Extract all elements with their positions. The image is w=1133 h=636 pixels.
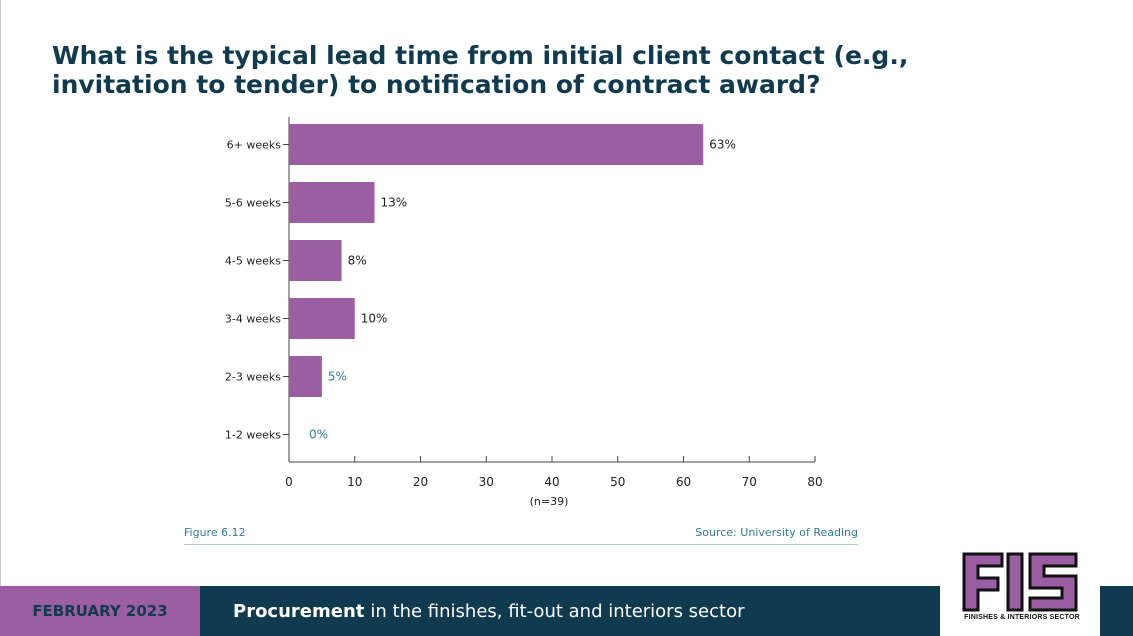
bar: [289, 182, 375, 223]
x-tick-label: 10: [347, 475, 362, 489]
footer-end-block: [1100, 586, 1133, 636]
category-label: 3-4 weeks: [225, 313, 281, 326]
x-tick-label: 50: [610, 475, 625, 489]
bar: [289, 298, 355, 339]
x-tick-label: 30: [479, 475, 494, 489]
x-tick-label: 60: [676, 475, 691, 489]
category-label: 2-3 weeks: [225, 371, 281, 384]
x-tick-label: 70: [742, 475, 757, 489]
data-label: 63%: [709, 138, 736, 152]
bar-chart: 0 10 20 30 40 50 60 70 80 (n=39) 6+ weeks 63% 5-6 we…: [225, 117, 823, 508]
bar: [289, 356, 322, 397]
x-tick-label: 0: [285, 475, 293, 489]
fis-logo-icon: [958, 548, 1084, 630]
figure-rule: [184, 544, 858, 545]
footer-topic-bold: Procurement: [233, 600, 365, 622]
data-label: 13%: [380, 196, 407, 210]
x-tick-label: 20: [413, 475, 428, 489]
left-edge-rule: [0, 0, 1, 586]
data-label: 8%: [348, 254, 367, 268]
bar: [289, 124, 704, 165]
chart-title: What is the typical lead time from initi…: [52, 41, 909, 99]
figure-label: Figure 6.12: [184, 526, 246, 539]
source-label: Source: University of Reading: [695, 526, 858, 539]
category-label: 1-2 weeks: [225, 429, 281, 442]
category-label: 5-6 weeks: [225, 197, 281, 210]
footer-topic: Procurement in the finishes, fit-out and…: [200, 586, 940, 636]
data-label: 10%: [361, 312, 388, 326]
logo-subtitle: FINISHES & INTERIORS SECTOR: [964, 614, 1080, 621]
bar: [289, 240, 342, 281]
data-label: 5%: [328, 370, 347, 384]
category-label: 6+ weeks: [227, 139, 282, 152]
data-label: 0%: [309, 428, 328, 442]
footer-topic-rest: in the finishes, fit-out and interiors s…: [370, 600, 745, 622]
x-tick-label: 40: [544, 475, 559, 489]
category-label: 4-5 weeks: [225, 255, 281, 268]
footer-date: FEBRUARY 2023: [0, 586, 200, 636]
x-tick-label: 80: [807, 475, 822, 489]
x-axis-label: (n=39): [530, 495, 569, 508]
